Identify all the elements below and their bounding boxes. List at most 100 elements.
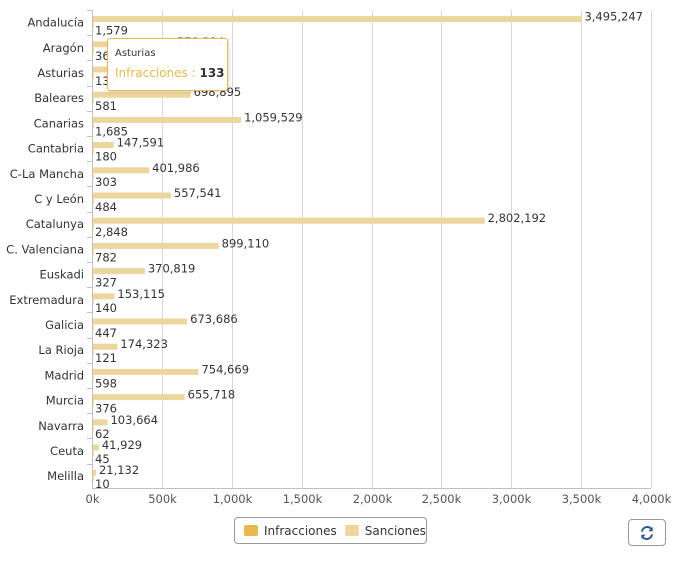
bar-infracciones xyxy=(93,199,94,204)
bar-infracciones xyxy=(93,350,94,356)
data-label-infracciones: 180 xyxy=(95,150,117,164)
data-label-sanciones: 103,664 xyxy=(110,413,158,427)
category-label: C-La Mancha xyxy=(10,167,84,181)
bar-infracciones xyxy=(93,400,94,406)
data-label-infracciones: 598 xyxy=(95,376,117,390)
category-label: Cantabria xyxy=(28,142,84,156)
category-label: Euskadi xyxy=(39,268,84,282)
legend-item-infracciones[interactable]: Infracciones xyxy=(244,524,337,538)
data-label-sanciones: 754,669 xyxy=(201,362,249,376)
data-label-sanciones: 673,686 xyxy=(190,312,238,326)
bar-sanciones xyxy=(93,192,171,199)
refresh-icon xyxy=(641,525,653,540)
x-tick-label: 4,000k xyxy=(632,492,672,506)
data-label-sanciones: 370,819 xyxy=(148,262,196,276)
data-label-infracciones: 782 xyxy=(95,250,117,264)
data-label-infracciones: 376 xyxy=(95,402,117,416)
bar-sanciones xyxy=(93,394,185,401)
x-tick-label: 3,500k xyxy=(562,492,602,506)
bar-infracciones xyxy=(93,22,94,28)
category-label: Andalucía xyxy=(27,16,84,30)
category-label: Canarias xyxy=(34,116,84,130)
data-label-sanciones: 899,110 xyxy=(222,236,270,250)
category-label: C y León xyxy=(34,192,84,206)
x-tick-label: 2,500k xyxy=(422,492,462,506)
category-label: La Rioja xyxy=(38,343,84,357)
category-label: Aragón xyxy=(43,41,84,55)
data-label-infracciones: 1,685 xyxy=(95,124,128,138)
data-label-infracciones: 10 xyxy=(95,477,110,491)
bar-infracciones xyxy=(93,476,94,482)
bar-sanciones xyxy=(93,368,199,375)
category-label: Murcia xyxy=(46,394,84,408)
bar-sanciones xyxy=(93,419,108,426)
data-label-infracciones: 62 xyxy=(95,427,110,441)
labels: 0k 500k 1,000k 1,500k 2,000k 2,500k 3,000k 3,50… xyxy=(6,10,671,506)
category-label: Madrid xyxy=(45,368,85,382)
category-label: Asturias xyxy=(37,66,84,80)
bar-infracciones xyxy=(93,274,94,280)
bar-sanciones xyxy=(93,116,242,123)
x-tick-label: 1,000k xyxy=(213,492,253,506)
x-tick-label: 3,000k xyxy=(492,492,532,506)
data-label-infracciones: 36 xyxy=(95,49,110,63)
data-label-sanciones: 655,718 xyxy=(188,388,236,402)
bar-infracciones xyxy=(93,148,94,154)
data-label-infracciones: 484 xyxy=(95,200,117,214)
bar-sanciones xyxy=(93,268,145,275)
bar-infracciones xyxy=(93,98,94,104)
data-label-sanciones: 41,929 xyxy=(102,438,142,452)
bar-sanciones xyxy=(93,469,96,476)
bar-sanciones xyxy=(93,444,99,451)
data-label-sanciones: 21,132 xyxy=(99,463,139,477)
bar-infracciones xyxy=(93,224,94,230)
x-tick-label: 1,500k xyxy=(283,492,323,506)
data-label-sanciones: 147,591 xyxy=(117,136,165,150)
axis xyxy=(87,10,651,489)
refresh-button[interactable] xyxy=(628,519,666,546)
chart-legend: Infracciones Sanciones xyxy=(234,517,427,544)
legend-swatch xyxy=(244,525,258,536)
tooltip-series: Infracciones xyxy=(115,66,188,80)
x-tick-label: 500k xyxy=(148,492,177,506)
bar-sanciones xyxy=(93,293,115,300)
bar-infracciones xyxy=(93,451,94,456)
data-label-infracciones: 121 xyxy=(95,351,117,365)
bar-infracciones xyxy=(93,375,94,381)
bar-sanciones xyxy=(93,91,191,98)
bar-infracciones xyxy=(93,425,94,431)
bar-infracciones xyxy=(93,47,94,53)
data-label-infracciones: 1,579 xyxy=(95,24,128,38)
data-label-infracciones: 2,848 xyxy=(95,225,128,239)
category-label: Melilla xyxy=(47,469,84,483)
tooltip-value: 133 xyxy=(199,66,225,80)
bar-infracciones xyxy=(93,299,94,305)
tooltip-title: Asturias xyxy=(115,48,156,59)
data-label-infracciones: 140 xyxy=(95,301,117,315)
bar-infracciones xyxy=(93,73,94,78)
category-label: Ceuta xyxy=(50,444,84,458)
bar-sanciones xyxy=(93,318,188,325)
legend-label: Infracciones xyxy=(264,523,337,538)
bar-infracciones xyxy=(93,173,94,179)
bar-sanciones xyxy=(93,142,114,149)
x-tick-label: 2,000k xyxy=(353,492,393,506)
data-label-infracciones: 45 xyxy=(95,452,110,466)
category-label: Galicia xyxy=(45,318,84,332)
chart-tooltip: Asturias Infracciones : 133 xyxy=(107,38,228,91)
bar-sanciones xyxy=(93,242,219,249)
data-label-sanciones: 174,323 xyxy=(120,337,168,351)
data-label-infracciones: 327 xyxy=(95,276,117,290)
legend-item-sanciones[interactable]: Sanciones xyxy=(344,524,426,538)
category-label: Navarra xyxy=(38,419,84,433)
data-label-sanciones: 401,986 xyxy=(152,161,200,175)
bar-sanciones xyxy=(93,66,112,73)
data-label-sanciones: 3,495,247 xyxy=(584,10,643,24)
category-label: Extremadura xyxy=(9,293,84,307)
bar-infracciones xyxy=(93,249,94,255)
legend-swatch xyxy=(344,525,359,536)
data-label-infracciones: 581 xyxy=(95,99,117,113)
bar-sanciones xyxy=(93,217,485,224)
data-label-infracciones: 447 xyxy=(95,326,117,340)
data-label-sanciones: 1,059,529 xyxy=(244,110,303,124)
